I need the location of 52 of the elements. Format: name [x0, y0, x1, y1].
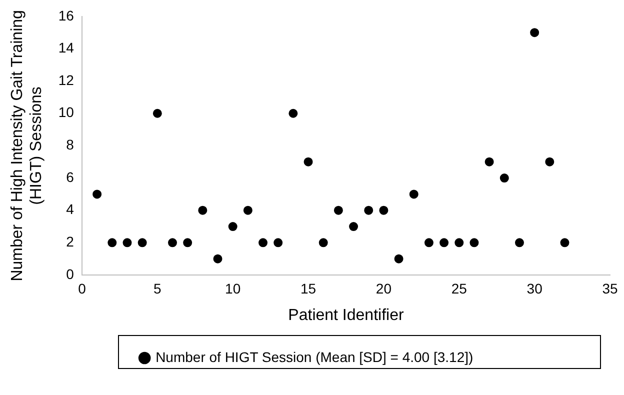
point — [545, 157, 554, 166]
y-tick-label: 6 — [66, 168, 74, 185]
legend-label: Number of HIGT Session (Mean [SD] = 4.00 [3.12]) — [156, 348, 474, 365]
x-tick-label: 0 — [78, 280, 86, 296]
point — [440, 238, 449, 248]
y-tick-label: 10 — [58, 104, 74, 120]
point — [349, 222, 358, 232]
y-tick-label: 0 — [66, 266, 74, 282]
point — [379, 206, 388, 215]
point — [500, 174, 509, 183]
y-tick-label: 16 — [58, 7, 74, 24]
x-tick-label: 20 — [376, 280, 392, 296]
point — [228, 222, 238, 232]
point — [122, 238, 132, 248]
point — [288, 108, 298, 118]
point — [138, 238, 147, 248]
point — [530, 28, 540, 38]
point — [318, 238, 328, 248]
point — [484, 157, 494, 166]
point — [424, 238, 434, 248]
point — [243, 206, 252, 215]
point — [168, 238, 177, 248]
x-tick-label: 30 — [526, 280, 543, 296]
point — [152, 108, 162, 118]
point — [213, 254, 222, 264]
point — [394, 254, 404, 264]
point — [514, 238, 524, 248]
y-tick-label: 2 — [66, 234, 74, 250]
x-tick-label: 10 — [225, 280, 241, 296]
y-axis-title: Number of High Intensity Gait Training (HIGT) Sessions — [9, 10, 46, 282]
point — [409, 190, 418, 199]
x-tick-label: 25 — [451, 280, 468, 296]
point — [470, 238, 479, 248]
y-tick-label: 12 — [58, 72, 74, 88]
point — [274, 238, 283, 248]
x-tick-label: 15 — [300, 280, 316, 296]
point — [334, 206, 343, 215]
point — [560, 238, 570, 248]
y-tick-label: 14 — [58, 40, 74, 56]
point — [258, 238, 268, 248]
y-tick-label: 4 — [66, 201, 74, 218]
point — [304, 157, 313, 166]
x-tick-label: 35 — [602, 280, 618, 296]
point — [183, 238, 192, 248]
point — [108, 238, 117, 248]
x-axis-title: Patient Identifier — [288, 306, 404, 324]
point — [454, 238, 464, 248]
y-tick-label: 8 — [66, 136, 74, 153]
x-tick-label: 5 — [154, 280, 162, 296]
point — [364, 206, 374, 215]
point — [92, 190, 102, 199]
point — [198, 206, 208, 215]
